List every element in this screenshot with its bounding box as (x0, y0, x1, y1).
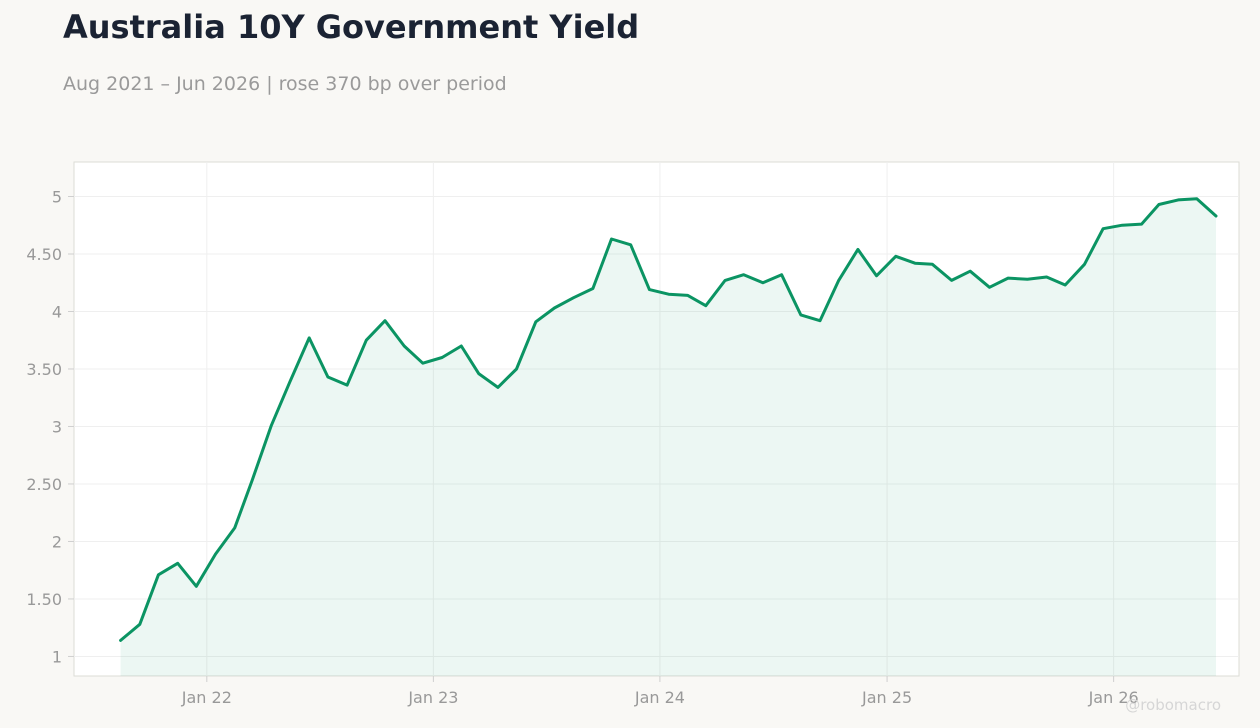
data-point (1045, 275, 1048, 279)
data-point (610, 237, 613, 241)
data-point (667, 293, 670, 296)
data-point (553, 306, 556, 310)
y-tick-label: 3.50 (26, 360, 62, 379)
data-point (176, 562, 179, 565)
data-point (345, 383, 349, 387)
data-point (403, 344, 406, 348)
data-point (969, 270, 972, 273)
data-point (704, 304, 707, 307)
data-point (308, 336, 311, 340)
chart-subtitle: Aug 2021 – Jun 2026 | rose 370 bp over p… (63, 73, 507, 95)
data-point (195, 585, 198, 588)
data-point (913, 262, 917, 265)
y-tick-label: 2.50 (26, 475, 62, 494)
data-point (1195, 197, 1199, 200)
watermark: @robomacro (1125, 696, 1221, 714)
y-tick-label: 1 (52, 647, 62, 666)
data-point (742, 273, 745, 276)
data-point (1214, 214, 1218, 218)
data-point (686, 294, 689, 297)
data-point (780, 273, 783, 276)
x-tick-label: Jan 23 (407, 688, 458, 707)
data-point (270, 424, 273, 427)
data-point (138, 623, 141, 626)
x-tick-label: Jan 24 (634, 688, 685, 707)
data-point (761, 281, 765, 284)
data-point (875, 274, 878, 277)
data-point (629, 243, 632, 246)
data-point (950, 279, 953, 282)
data-point (723, 279, 727, 282)
data-point (477, 372, 480, 375)
data-point (534, 320, 537, 323)
y-tick-label: 4 (52, 302, 62, 321)
y-tick-label: 3 (52, 417, 62, 436)
data-point (214, 552, 217, 556)
x-tick-label: Jan 22 (181, 688, 232, 707)
data-point (365, 339, 368, 342)
y-tick-label: 5 (52, 187, 62, 206)
data-points (119, 197, 1218, 642)
yield-area-fill (120, 198, 1217, 677)
data-point (1157, 203, 1161, 206)
data-point (591, 287, 595, 290)
data-point (931, 263, 934, 266)
data-point (119, 639, 122, 642)
x-tick-label: Jan 26 (1088, 688, 1139, 707)
data-point (1121, 224, 1124, 227)
chart-title: Australia 10Y Government Yield (63, 8, 640, 46)
data-point (1064, 283, 1067, 287)
plot-area (73, 161, 1240, 677)
data-point (799, 313, 802, 317)
data-point (1177, 198, 1180, 202)
data-point (421, 362, 424, 365)
data-point (1026, 278, 1029, 281)
y-tick-label: 2 (52, 532, 62, 551)
data-point (460, 344, 463, 348)
data-point (233, 526, 236, 529)
y-axis-ticks: 1 1.50 2 2.50 3 3.50 4 4.50 5 (26, 187, 74, 666)
data-point (157, 573, 160, 576)
y-tick-label: 4.50 (26, 245, 62, 264)
data-point (288, 380, 292, 383)
data-point (250, 479, 254, 482)
data-point (1140, 222, 1143, 226)
y-tick-label: 1.50 (26, 590, 62, 609)
data-point (856, 248, 860, 251)
data-point (383, 319, 387, 322)
data-point (440, 356, 444, 359)
data-point (837, 279, 840, 282)
data-point (1006, 276, 1010, 280)
data-point (496, 386, 500, 389)
data-point (894, 255, 897, 258)
data-point (988, 286, 991, 289)
data-point (818, 319, 822, 322)
data-point (1101, 227, 1105, 230)
x-tick-label: Jan 25 (861, 688, 912, 707)
data-point (648, 288, 651, 291)
data-point (1083, 263, 1086, 266)
data-point (572, 296, 575, 299)
data-point (326, 375, 330, 379)
grid (74, 162, 1239, 676)
x-axis-ticks: Jan 22 Jan 23 Jan 24 Jan 25 Jan 26 (181, 676, 1139, 707)
data-point (515, 367, 518, 371)
